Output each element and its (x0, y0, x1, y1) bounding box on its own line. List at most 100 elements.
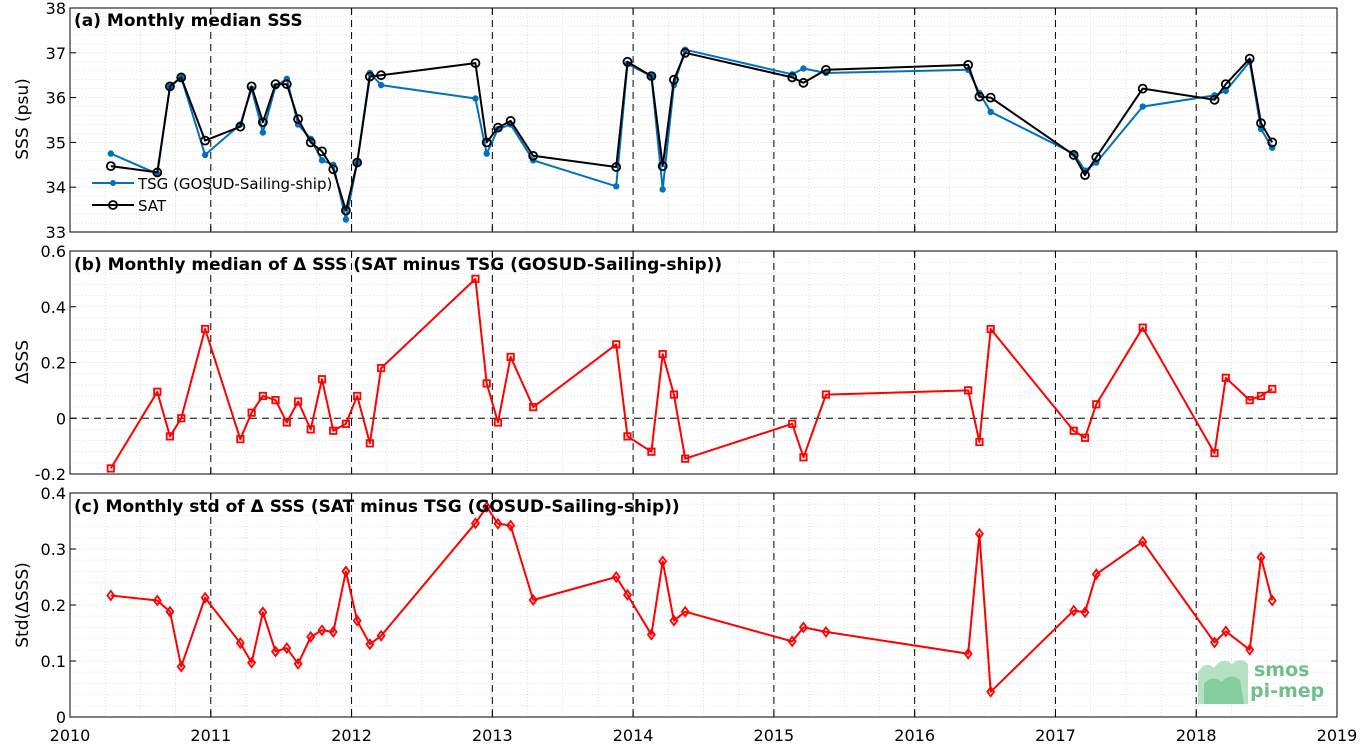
delta-sss-data-point (329, 426, 338, 435)
std-delta-sss-data-point (669, 614, 679, 627)
std-delta-sss-data-point (282, 642, 292, 655)
std-delta-sss-data-point (493, 517, 503, 530)
delta-sss-data-point (681, 454, 690, 463)
y-tick-label: 0.4 (41, 298, 66, 317)
sat-data-point (364, 71, 375, 82)
y-tick-label: 35 (46, 133, 66, 152)
sat-data-point (281, 79, 292, 90)
tsg-data-point (342, 216, 350, 223)
std-delta-sss-data-point (646, 628, 656, 641)
std-delta-sss-data-point (247, 656, 257, 669)
delta-sss-data-point (788, 419, 797, 428)
sat-data-point (481, 137, 492, 148)
delta-sss-data-point (1069, 426, 1078, 435)
sat-data-point (293, 114, 303, 125)
sat-data-point (985, 92, 996, 103)
x-tick-label: 2018 (1176, 726, 1217, 745)
sat-data-point (341, 205, 351, 216)
std-delta-sss-data-point (341, 565, 351, 578)
std-delta-sss-data-point (152, 594, 162, 607)
tsg-data-point (987, 108, 994, 116)
tsg-data-point (613, 183, 620, 190)
logo-text-pi-mep: pi-mep (1250, 680, 1324, 702)
delta-sss-data-point (1256, 391, 1266, 401)
std-delta-sss-data-point (1221, 625, 1231, 638)
delta-sss-data-point (799, 453, 808, 462)
delta-sss-data-point (177, 414, 186, 423)
delta-sss-data-point (165, 432, 175, 441)
std-delta-sss-data-point (317, 624, 327, 637)
delta-sss-data-point (471, 274, 480, 283)
tsg-data-point (259, 129, 267, 136)
y-tick-label: 0.1 (41, 652, 66, 671)
sat-data-point (376, 70, 387, 81)
std-delta-sss-data-point (622, 588, 633, 601)
x-tick-label: 2011 (190, 726, 231, 745)
std-delta-sss-data-point (506, 519, 516, 532)
sat-data-point (493, 122, 503, 133)
x-tick-label: 2015 (754, 726, 795, 745)
x-tick-label: 2016 (894, 726, 935, 745)
panel-a-ylabel: SSS (psu) (13, 78, 33, 159)
sat-data-point (257, 117, 268, 128)
y-tick-label: 0.3 (41, 540, 66, 559)
sat-data-point (235, 121, 246, 132)
sat-data-point (657, 161, 668, 172)
delta-sss-data-point (1092, 400, 1101, 409)
delta-sss-data-point (106, 464, 115, 473)
x-axis-tick-labels: 2010 2011 2012 2013 2014 2015 2016 2017 2018 2019 (50, 726, 1358, 745)
sat-data-point (1080, 170, 1090, 181)
sat-data-point (646, 71, 657, 81)
std-delta-sss-data-point (1245, 643, 1255, 656)
panel-c-std-delta-sss: 0 0.1 0.2 0.3 0.4 (c) Monthly std of Δ SSS (… (13, 484, 1338, 727)
delta-sss-data-point (1210, 448, 1219, 458)
x-tick-label: 2010 (50, 726, 91, 745)
std-delta-sss-data-point (328, 625, 338, 638)
std-delta-sss-data-point (680, 605, 690, 618)
delta-sss-data-point (493, 418, 503, 427)
delta-sss-data-point (1221, 373, 1230, 382)
delta-sss-data-point (821, 390, 831, 399)
sat-data-point (1137, 83, 1148, 94)
sat-data-point (505, 115, 516, 126)
sat-data-point (352, 157, 363, 168)
sat-data-point (974, 91, 985, 102)
sat-data-point (152, 167, 163, 178)
delta-sss-data-point (986, 324, 995, 334)
sat-data-point (1068, 150, 1079, 160)
delta-sss-data-point (353, 391, 362, 401)
legend-sat-marker (108, 200, 118, 210)
y-tick-label: 36 (46, 89, 66, 108)
std-delta-sss-data-point (986, 685, 996, 698)
std-delta-sss-data-point (1267, 594, 1277, 607)
delta-sss-data-point (612, 340, 621, 349)
std-delta-sss-data-point (176, 660, 186, 673)
delta-sss-data-point (964, 386, 973, 395)
sat-data-point (1209, 94, 1220, 105)
std-delta-sss-data-point (306, 630, 316, 643)
std-delta-sss-data-point (1080, 606, 1090, 619)
std-delta-sss-data-point (482, 501, 492, 513)
delta-sss-data-point (506, 352, 515, 362)
x-tick-label: 2012 (331, 726, 372, 745)
std-delta-sss-data-point (200, 591, 210, 604)
sat-data-point (1091, 152, 1102, 163)
tsg-data-point (800, 65, 807, 72)
delta-sss-data-point (271, 396, 280, 405)
std-delta-sss-data-point (271, 645, 281, 658)
delta-sss-data-point (201, 324, 210, 334)
y-tick-label: 38 (46, 0, 66, 18)
sat-data-point (317, 146, 327, 157)
std-delta-sss-data-point (974, 527, 984, 540)
delta-sss-data-point (647, 447, 656, 456)
std-delta-sss-data-point (658, 555, 668, 568)
std-delta-sss-data-point (165, 605, 175, 618)
delta-sss-data-point (365, 439, 374, 448)
sat-data-point (611, 162, 622, 172)
sat-data-point (165, 81, 175, 92)
delta-sss-data-point (1268, 384, 1277, 394)
sat-data-point (1220, 79, 1231, 90)
tsg-data-point (318, 157, 326, 164)
x-tick-label: 2017 (1035, 726, 1076, 745)
std-delta-sss-data-point (1138, 535, 1148, 548)
